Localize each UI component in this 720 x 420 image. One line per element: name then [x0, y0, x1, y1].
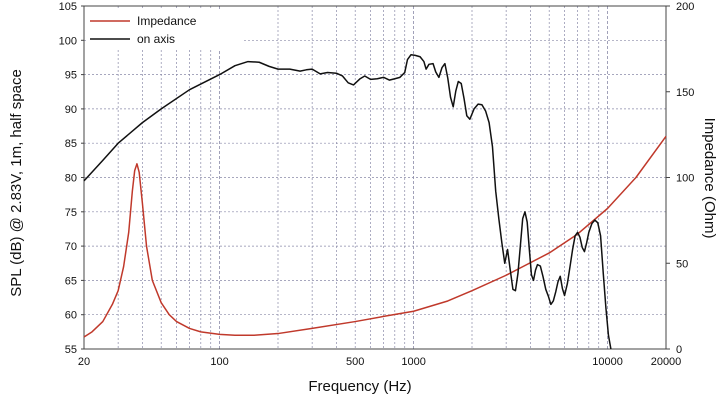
y-tick-label: 105 [59, 1, 77, 13]
legend-label-on-axis: on axis [137, 32, 175, 46]
right-axis-ticks: 0 50 100 150 200 [666, 1, 694, 356]
series-layer [83, 53, 667, 350]
y-tick-label: 55 [65, 344, 77, 356]
y-tick-label: 60 [65, 310, 77, 322]
y-tick-label: 90 [65, 104, 77, 116]
x-tick-label: 10000 [592, 356, 623, 368]
y-tick-label: 100 [59, 35, 77, 47]
x-tick-label: 500 [346, 356, 364, 368]
legend-label-impedance: Impedance [137, 14, 197, 28]
y-tick-label: 80 [65, 173, 77, 185]
y-axis-title: SPL (dB) @ 2.83V, 1m, half space [8, 69, 25, 297]
y-tick-label: 95 [65, 70, 77, 82]
y-tick-label: 75 [65, 207, 77, 219]
series-line-impedance [83, 135, 667, 338]
major-grid [84, 5, 666, 350]
y2-tick-label: 100 [676, 173, 694, 185]
x-tick-label: 100 [210, 356, 228, 368]
series-line-on-axis [83, 53, 612, 350]
y-tick-label: 70 [65, 241, 77, 253]
x-axis-title: Frequency (Hz) [308, 378, 411, 395]
y2-tick-label: 150 [676, 87, 694, 99]
minor-grid [117, 6, 600, 349]
legend: Impedance on axis [86, 9, 242, 49]
y2-tick-label: 200 [676, 1, 694, 13]
left-axis-ticks: 55 60 65 70 75 80 85 90 95 100 105 [59, 1, 84, 356]
x-tick-label: 20000 [651, 356, 682, 368]
x-tick-label: 1000 [401, 356, 425, 368]
y-tick-label: 65 [65, 275, 77, 287]
y-tick-label: 85 [65, 138, 77, 150]
x-tick-label: 20 [78, 356, 90, 368]
legend-box [86, 9, 242, 49]
y2-axis-title: Impedance (Ohm) [701, 118, 718, 239]
y2-tick-label: 50 [676, 258, 688, 270]
y2-tick-label: 0 [676, 344, 682, 356]
x-axis-ticks: 20 100 500 1000 10000 20000 [78, 356, 681, 368]
plot-frame [83, 5, 667, 350]
